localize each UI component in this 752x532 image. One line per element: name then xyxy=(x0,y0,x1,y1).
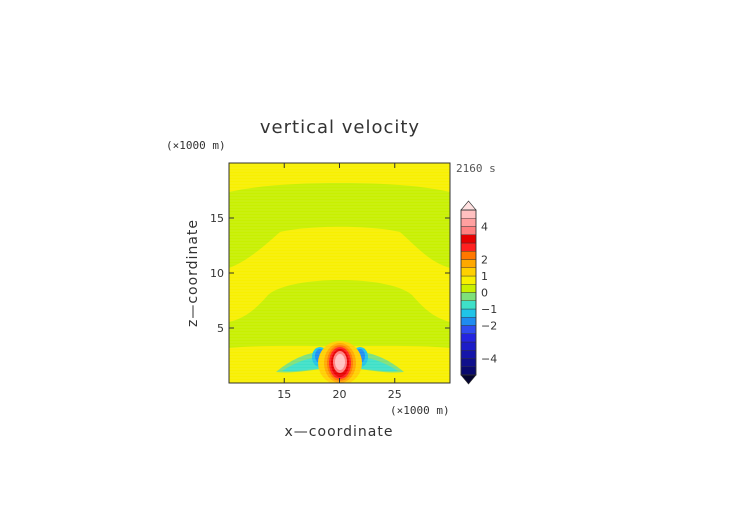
colorbar-swatch xyxy=(460,226,477,235)
colorbar-tick-label: 1 xyxy=(481,270,488,283)
colorbar-swatch xyxy=(460,284,477,293)
chart-title: vertical velocity xyxy=(260,117,420,138)
colorbar-swatch xyxy=(460,308,477,318)
colorbar-swatch xyxy=(460,366,477,376)
raster-lines xyxy=(229,164,450,382)
colorbar-tick-label: −1 xyxy=(481,303,497,316)
colorbar-swatch xyxy=(460,275,477,285)
x-unit-label: (×1000 m) xyxy=(390,404,450,417)
time-label: 2160 s xyxy=(456,162,496,175)
colorbar-swatch xyxy=(460,333,477,343)
updraft-light-pink xyxy=(335,354,345,370)
colorbar-swatch xyxy=(460,292,477,301)
colorbar-tick-label: 4 xyxy=(481,221,488,234)
colorbar-swatch xyxy=(460,350,477,359)
y-unit-label: (×1000 m) xyxy=(166,139,226,152)
x-axis: 15 20 25 xyxy=(277,163,402,401)
colorbar-swatch xyxy=(460,341,477,351)
y-axis-label: z—coordinate xyxy=(185,219,201,327)
colorbar-swatch xyxy=(460,242,477,252)
colorbar-swatch xyxy=(460,267,477,277)
colorbar-swatch xyxy=(460,259,477,268)
contour-corner-left xyxy=(229,163,258,186)
y-tick-label: 10 xyxy=(210,267,224,280)
colorbar-max-arrow xyxy=(460,200,477,211)
x-axis-label: x—coordinate xyxy=(285,424,394,440)
y-tick-label: 15 xyxy=(210,212,224,225)
colorbar-swatch xyxy=(460,300,477,310)
colorbar-min-arrow xyxy=(460,374,477,385)
colorbar-swatch xyxy=(460,317,477,326)
x-tick-label: 15 xyxy=(277,388,291,401)
contour-corner-right xyxy=(422,163,450,186)
colorbar-tick-label: 2 xyxy=(481,254,488,267)
colorbar-tick-label: 0 xyxy=(481,287,488,300)
y-tick-label: 5 xyxy=(217,322,224,335)
colorbar-frame xyxy=(460,209,477,376)
colorbar-swatch xyxy=(460,358,477,367)
colorbar-tick-label: −2 xyxy=(481,320,497,333)
x-tick-label: 25 xyxy=(388,388,402,401)
y-axis: 5 10 15 xyxy=(210,212,450,335)
contour-band-upper xyxy=(229,183,450,268)
colorbar-swatch xyxy=(460,325,477,334)
colorbar: 4 2 1 0 −1 −2 −4 xyxy=(460,200,497,385)
plot-area xyxy=(229,163,450,383)
colorbar-swatch xyxy=(460,234,477,244)
x-tick-label: 20 xyxy=(333,388,347,401)
colorbar-swatch xyxy=(460,218,477,227)
colorbar-swatch xyxy=(460,209,477,219)
colorbar-tick-label: −4 xyxy=(481,353,497,366)
colorbar-swatch xyxy=(460,251,477,260)
